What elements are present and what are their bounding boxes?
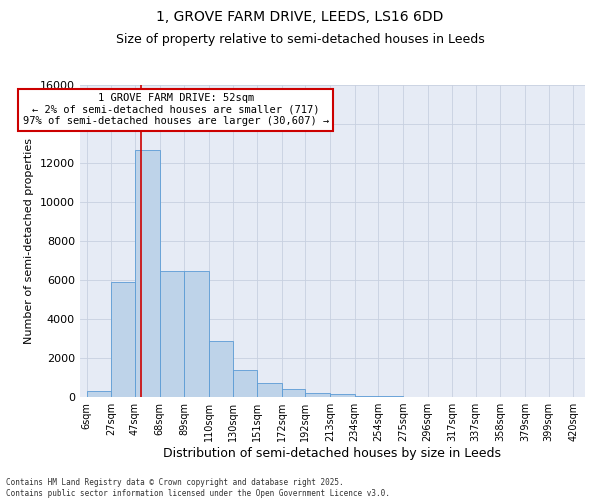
Bar: [282, 390, 305, 397]
Y-axis label: Number of semi-detached properties: Number of semi-detached properties: [24, 138, 34, 344]
Text: 1 GROVE FARM DRIVE: 52sqm
← 2% of semi-detached houses are smaller (717)
97% of : 1 GROVE FARM DRIVE: 52sqm ← 2% of semi-d…: [23, 94, 329, 126]
Bar: [305, 393, 330, 397]
Bar: [257, 384, 282, 397]
Text: 1, GROVE FARM DRIVE, LEEDS, LS16 6DD: 1, GROVE FARM DRIVE, LEEDS, LS16 6DD: [157, 10, 443, 24]
Bar: [233, 370, 257, 397]
Text: Size of property relative to semi-detached houses in Leeds: Size of property relative to semi-detach…: [116, 32, 484, 46]
Bar: [330, 394, 355, 397]
Bar: [135, 150, 160, 397]
Bar: [209, 340, 233, 397]
Text: Contains HM Land Registry data © Crown copyright and database right 2025.
Contai: Contains HM Land Registry data © Crown c…: [6, 478, 390, 498]
Bar: [112, 282, 135, 397]
Bar: [160, 270, 184, 397]
Bar: [378, 396, 403, 397]
X-axis label: Distribution of semi-detached houses by size in Leeds: Distribution of semi-detached houses by …: [163, 447, 502, 460]
Bar: [87, 391, 112, 397]
Bar: [355, 396, 378, 397]
Bar: [184, 270, 209, 397]
Title: 1, GROVE FARM DRIVE, LEEDS, LS16 6DD
Size of property relative to semi-detached : 1, GROVE FARM DRIVE, LEEDS, LS16 6DD Siz…: [0, 499, 1, 500]
